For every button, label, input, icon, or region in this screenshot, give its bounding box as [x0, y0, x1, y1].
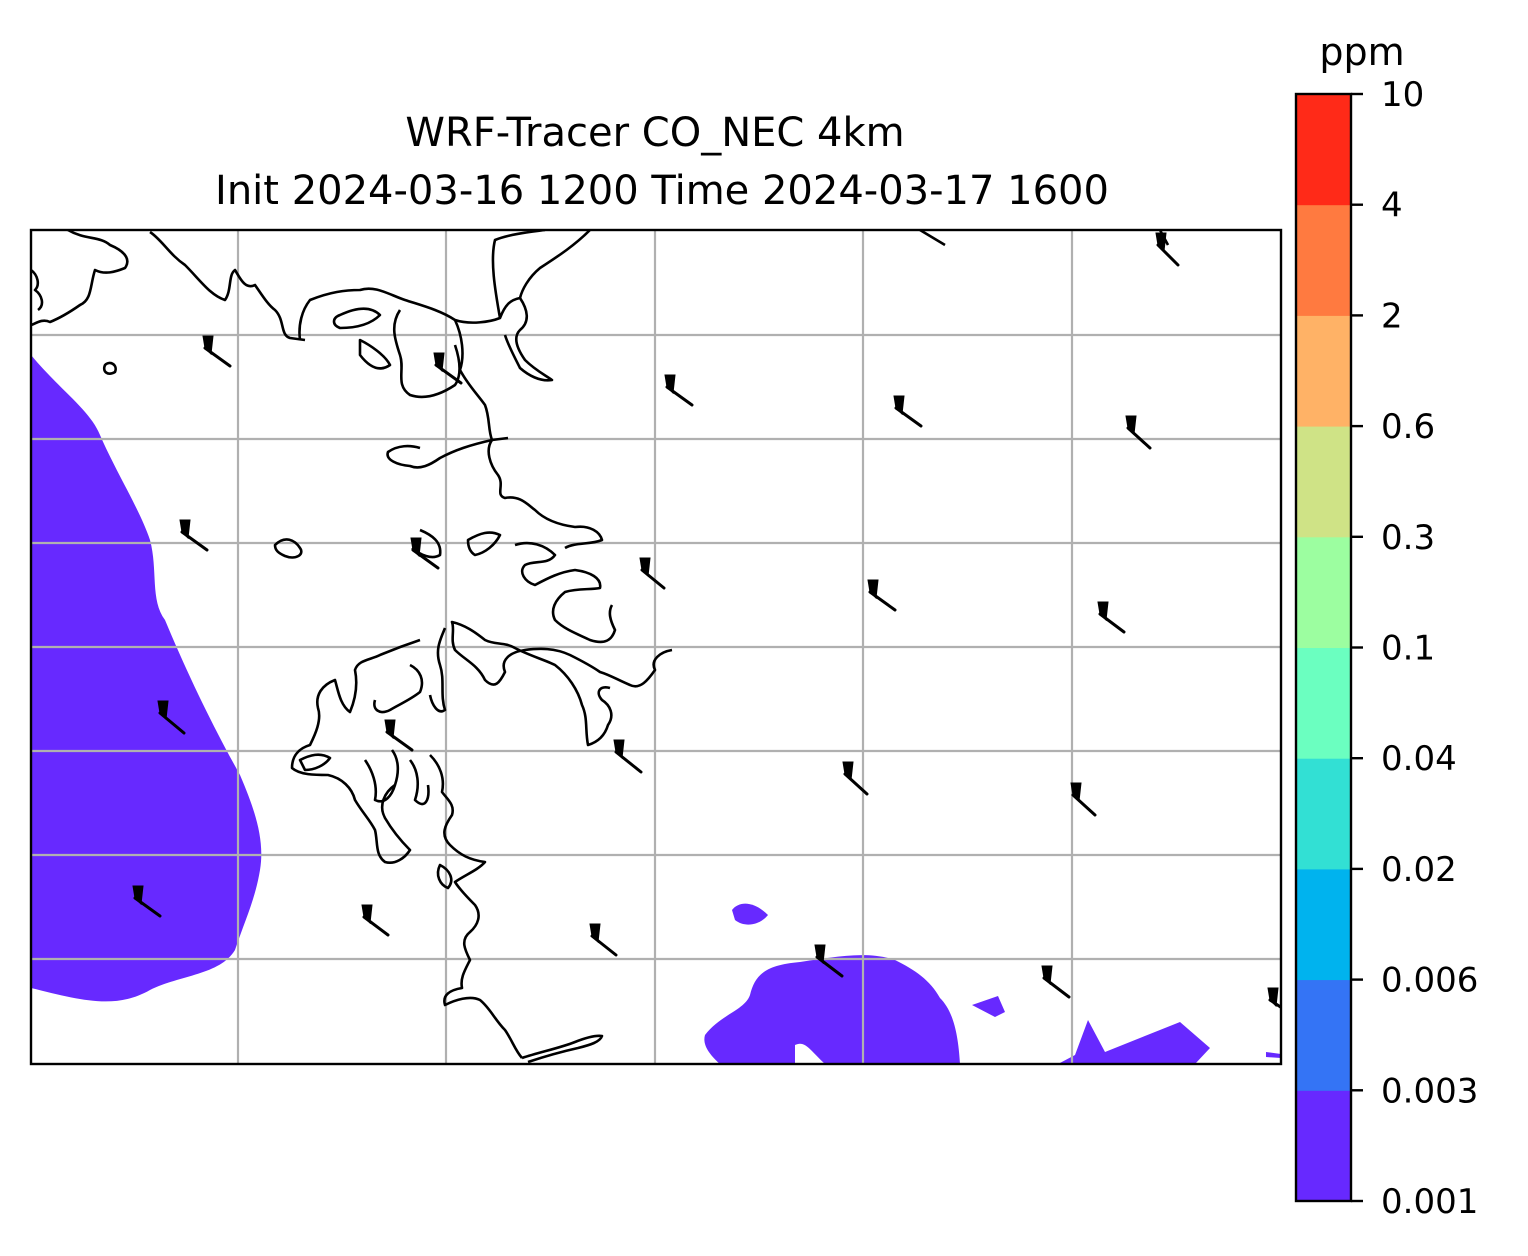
- wind-barb: [814, 944, 844, 978]
- colorbar-tick-label: 0.003: [1381, 1071, 1478, 1111]
- colorbar-bands: [1296, 94, 1351, 1202]
- wind-barb: [893, 395, 923, 428]
- colorbar-tick-label: 10: [1381, 75, 1424, 115]
- wind-barb: [384, 719, 414, 752]
- wind-barb: [157, 700, 186, 735]
- wind-barb: [433, 352, 463, 385]
- wind-barbs: [132, 232, 1281, 1010]
- colorbar-band: [1296, 647, 1351, 759]
- wind-barb: [867, 579, 897, 612]
- wind-barb: [1041, 965, 1071, 999]
- wind-barb: [842, 761, 869, 796]
- wind-barb: [361, 904, 390, 937]
- wind-barb: [589, 923, 618, 957]
- colorbar-band: [1296, 868, 1351, 981]
- gridlines: [31, 230, 1281, 1064]
- colorbar-band: [1296, 315, 1351, 427]
- colorbar-tick-label: 0.04: [1381, 739, 1457, 779]
- wind-barb: [179, 519, 209, 552]
- wind-barb: [664, 374, 694, 407]
- wind-barb: [202, 335, 232, 368]
- wind-barb: [132, 885, 162, 918]
- colorbar-tick-label: 0.006: [1381, 961, 1478, 1001]
- map-frame: [29, 228, 1283, 1066]
- colorbar-band: [1296, 979, 1351, 1091]
- colorbar-band: [1296, 426, 1351, 538]
- wind-barb: [639, 557, 666, 590]
- colorbar-tick-label: 0.3: [1381, 518, 1435, 558]
- tracer-plume: [31, 355, 1281, 1064]
- colorbar-tick-label: 0.02: [1381, 850, 1457, 890]
- wind-barb: [613, 739, 643, 774]
- wind-barb: [1155, 232, 1180, 267]
- map-panel: [31, 230, 1281, 1064]
- wind-barb: [1267, 987, 1281, 1010]
- colorbar-unit-label: ppm: [1319, 30, 1404, 74]
- colorbar-tick-label: 0.6: [1381, 407, 1435, 447]
- colorbar-band: [1296, 94, 1351, 206]
- colorbar-ticks: 0.001 0.003 0.006 0.02 0.04 0.1 0.3 0.6 2 4 10: [1351, 75, 1478, 1222]
- colorbar-tick-label: 2: [1381, 296, 1403, 336]
- colorbar-tick-label: 4: [1381, 186, 1403, 226]
- coastlines: [31, 230, 1170, 1064]
- colorbar-band: [1296, 204, 1351, 316]
- colorbar-band: [1296, 536, 1351, 648]
- wind-barb: [1125, 415, 1152, 450]
- map-title-line2: Init 2024-03-16 1200 Time 2024-03-17 160…: [215, 168, 1109, 214]
- wind-barb: [1070, 782, 1097, 817]
- colorbar-band: [1296, 758, 1351, 870]
- colorbar-tick-label: 0.1: [1381, 629, 1435, 669]
- colorbar-band: [1296, 1090, 1351, 1202]
- colorbar-tick-label: 0.001: [1381, 1182, 1478, 1222]
- map-title-line1: WRF-Tracer CO_NEC 4km: [405, 110, 904, 156]
- wind-barb: [1097, 601, 1126, 634]
- wind-barb: [410, 537, 440, 570]
- colorbar: ppm 0.001 0.003 0.006 0.02 0.04 0.1 0.3 0.6 2 4 10: [1294, 30, 1478, 1222]
